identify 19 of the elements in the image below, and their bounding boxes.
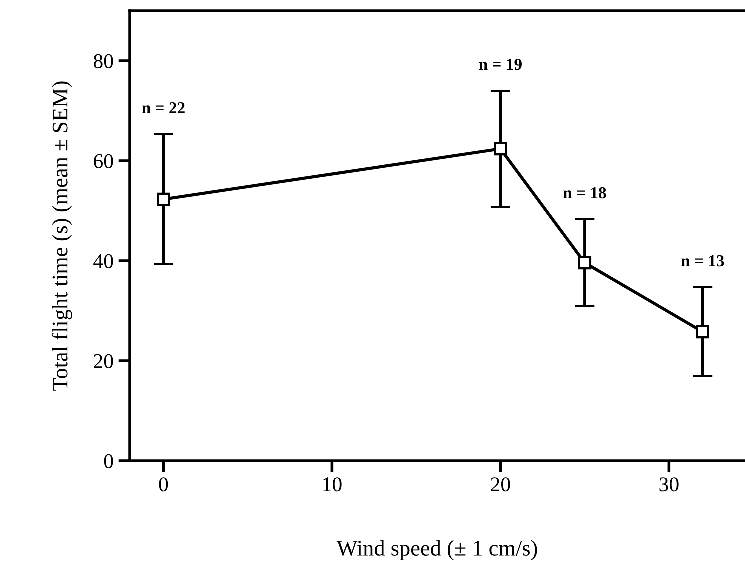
annotation: n = 22 [142,102,185,114]
y-tick-label: 60 [94,154,114,168]
annotation: n = 19 [479,58,522,70]
y-tick-label: 80 [94,54,114,68]
x-tick-label: 30 [660,478,679,492]
annotation: n = 13 [681,255,724,267]
y-tick-label: 40 [94,254,114,268]
point [157,192,170,206]
point [696,325,710,339]
x-tick-label: 0 [159,478,168,492]
y-axis-title: Total flight time (s) (mean ± SEM) [52,82,72,391]
x-tick-label: 20 [491,478,510,492]
x-tick-label: 10 [324,478,342,492]
y-tick-label: 0 [104,454,114,468]
annotation: n = 18 [563,187,606,199]
point [578,256,592,270]
point [494,142,508,156]
y-tick-label: 20 [94,354,114,368]
x-axis-title: Wind speed (± 1 cm/s) [336,540,538,560]
